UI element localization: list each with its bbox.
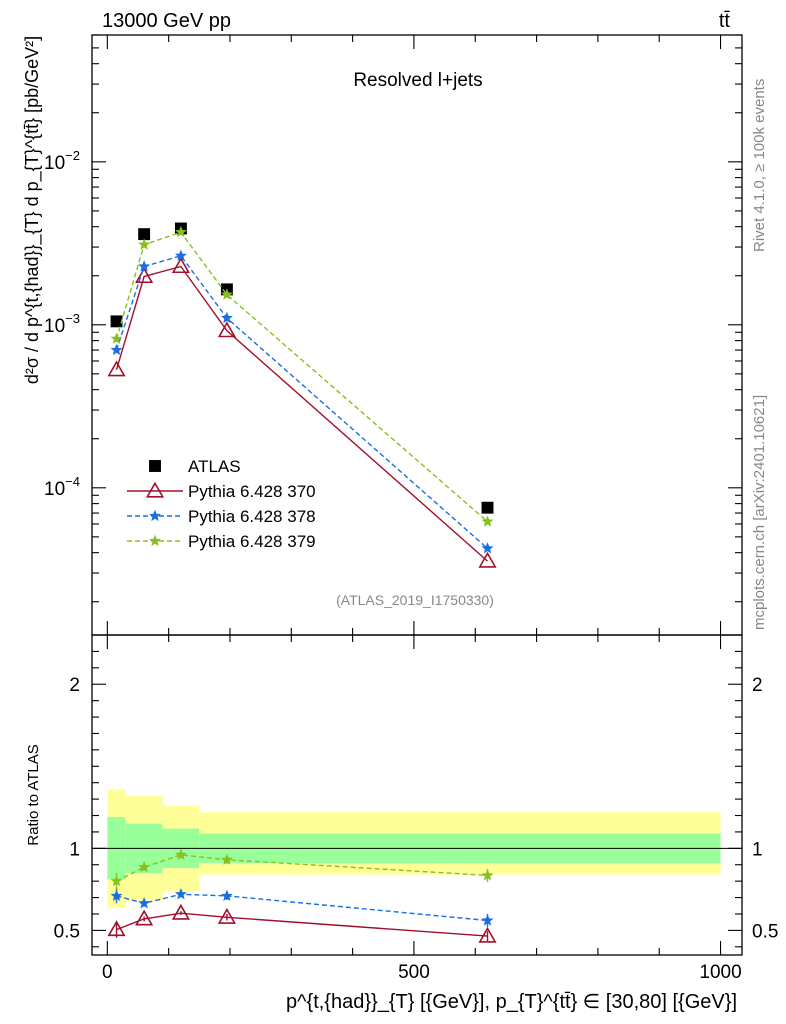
ratio-point-pythia-6-428-378 <box>174 888 187 900</box>
y-tick-exponent: −2 <box>65 148 80 163</box>
ratio-point-pythia-6-428-378 <box>138 897 151 909</box>
ratio-point-pythia-6-428-370 <box>478 926 497 943</box>
ratio-point-pythia-6-428-370 <box>107 920 126 937</box>
main-y-axis-label: d²σ / d p^{t,{had}}_{T} d p_{T}^{tt̄} [p… <box>22 36 43 384</box>
data-point-pythia-6-428-378 <box>220 311 233 324</box>
axis-ticks <box>92 34 742 955</box>
ratio-point-pythia-6-428-379 <box>481 869 494 881</box>
header-process: tt̄ <box>719 10 731 32</box>
main-y-tick-label: 10−3 <box>44 311 80 337</box>
series-line-pythia-6-428-370 <box>115 265 488 562</box>
data-point-pythia-6-428-370 <box>171 257 190 274</box>
ratio-line-pythia-6-428-378 <box>116 893 488 922</box>
legend-marker <box>149 460 161 472</box>
x-tick-label: 0 <box>102 962 113 983</box>
ratio-line-pythia-6-428-370 <box>116 912 488 937</box>
data-point-pythia-6-428-378 <box>174 249 187 261</box>
ratio-point-pythia-6-428-379 <box>110 874 123 887</box>
legend-label: Pythia 6.428 378 <box>188 507 316 526</box>
legend-marker <box>149 509 161 522</box>
data-point-atlas <box>481 501 494 514</box>
mcplots-text: mcplots.cern.ch [arXiv:2401.10621] <box>751 395 768 630</box>
data-point-pythia-6-428-370 <box>135 267 154 284</box>
ratio-y-tick-label-right: 2 <box>752 675 763 696</box>
main-series <box>107 222 497 568</box>
data-point-pythia-6-428-378 <box>138 260 151 272</box>
header-energy: 13000 GeV pp <box>102 10 231 32</box>
ratio-point-pythia-6-428-379 <box>174 848 187 860</box>
y-tick-mantissa: 10 <box>44 479 65 500</box>
data-point-atlas <box>110 315 123 328</box>
analysis-tag: (ATLAS_2019_I1750330) <box>336 592 494 608</box>
main-y-tick-label: 10−4 <box>44 474 80 500</box>
ratio-series <box>107 848 497 943</box>
data-point-pythia-6-428-379 <box>110 332 123 344</box>
chart-title: Resolved l+jets <box>353 70 482 91</box>
ratio-point-pythia-6-428-378 <box>110 889 123 902</box>
ratio-line-pythia-6-428-379 <box>116 854 488 882</box>
ratio-point-pythia-6-428-370 <box>217 907 236 924</box>
ratio-y-tick-label-right: 1 <box>752 839 763 860</box>
ratio-point-pythia-6-428-379 <box>138 860 151 873</box>
data-point-pythia-6-428-370 <box>478 551 497 568</box>
ratio-y-tick-label-right: 0.5 <box>752 921 778 942</box>
series-line-pythia-6-428-379 <box>115 231 488 523</box>
data-point-pythia-6-428-370 <box>217 321 236 338</box>
main-y-tick-label: 10−2 <box>44 148 80 174</box>
y-tick-exponent: −3 <box>65 311 80 326</box>
ratio-point-pythia-6-428-379 <box>220 853 233 865</box>
legend-marker <box>145 481 165 498</box>
x-axis-label: p^{t,{had}}_{T} [{GeV}], p_{T}^{tt̄} ∈ [… <box>286 991 737 1013</box>
rivet-version-text: Rivet 4.1.0, ≥ 100k events <box>751 79 768 252</box>
series-line-pythia-6-428-378 <box>115 254 488 549</box>
legend-label: Pythia 6.428 370 <box>188 482 316 501</box>
legend-marker <box>149 534 161 547</box>
ratio-plot-frame <box>91 634 743 956</box>
ratio-y-axis-label: Ratio to ATLAS <box>25 744 42 845</box>
ratio-y-tick-label-left: 2 <box>69 675 80 696</box>
y-tick-mantissa: 10 <box>44 316 65 337</box>
x-tick-label: 1000 <box>699 962 741 983</box>
ratio-point-pythia-6-428-378 <box>220 889 233 902</box>
data-point-pythia-6-428-379 <box>138 238 151 250</box>
ratio-point-pythia-6-428-370 <box>135 909 154 926</box>
ratio-y-tick-label-left: 0.5 <box>54 921 80 942</box>
data-point-pythia-6-428-379 <box>481 515 494 527</box>
ratio-point-pythia-6-428-370 <box>171 903 190 920</box>
ratio-point-pythia-6-428-378 <box>481 914 494 926</box>
y-tick-exponent: −4 <box>65 474 80 489</box>
x-tick-label: 500 <box>398 962 430 983</box>
ratio-y-tick-label-left: 1 <box>69 839 80 860</box>
data-point-pythia-6-428-379 <box>220 288 233 300</box>
data-point-pythia-6-428-379 <box>174 225 187 238</box>
data-point-pythia-6-428-370 <box>107 360 126 377</box>
data-point-pythia-6-428-378 <box>110 343 123 356</box>
legend: ATLAS Pythia 6.428 370 Pythia 6.428 378 Pyt… <box>127 457 316 551</box>
data-point-pythia-6-428-378 <box>481 542 494 554</box>
legend-label: ATLAS <box>188 457 241 476</box>
data-point-atlas <box>138 228 151 241</box>
y-tick-mantissa: 10 <box>44 153 65 174</box>
legend-label: Pythia 6.428 379 <box>188 532 316 551</box>
